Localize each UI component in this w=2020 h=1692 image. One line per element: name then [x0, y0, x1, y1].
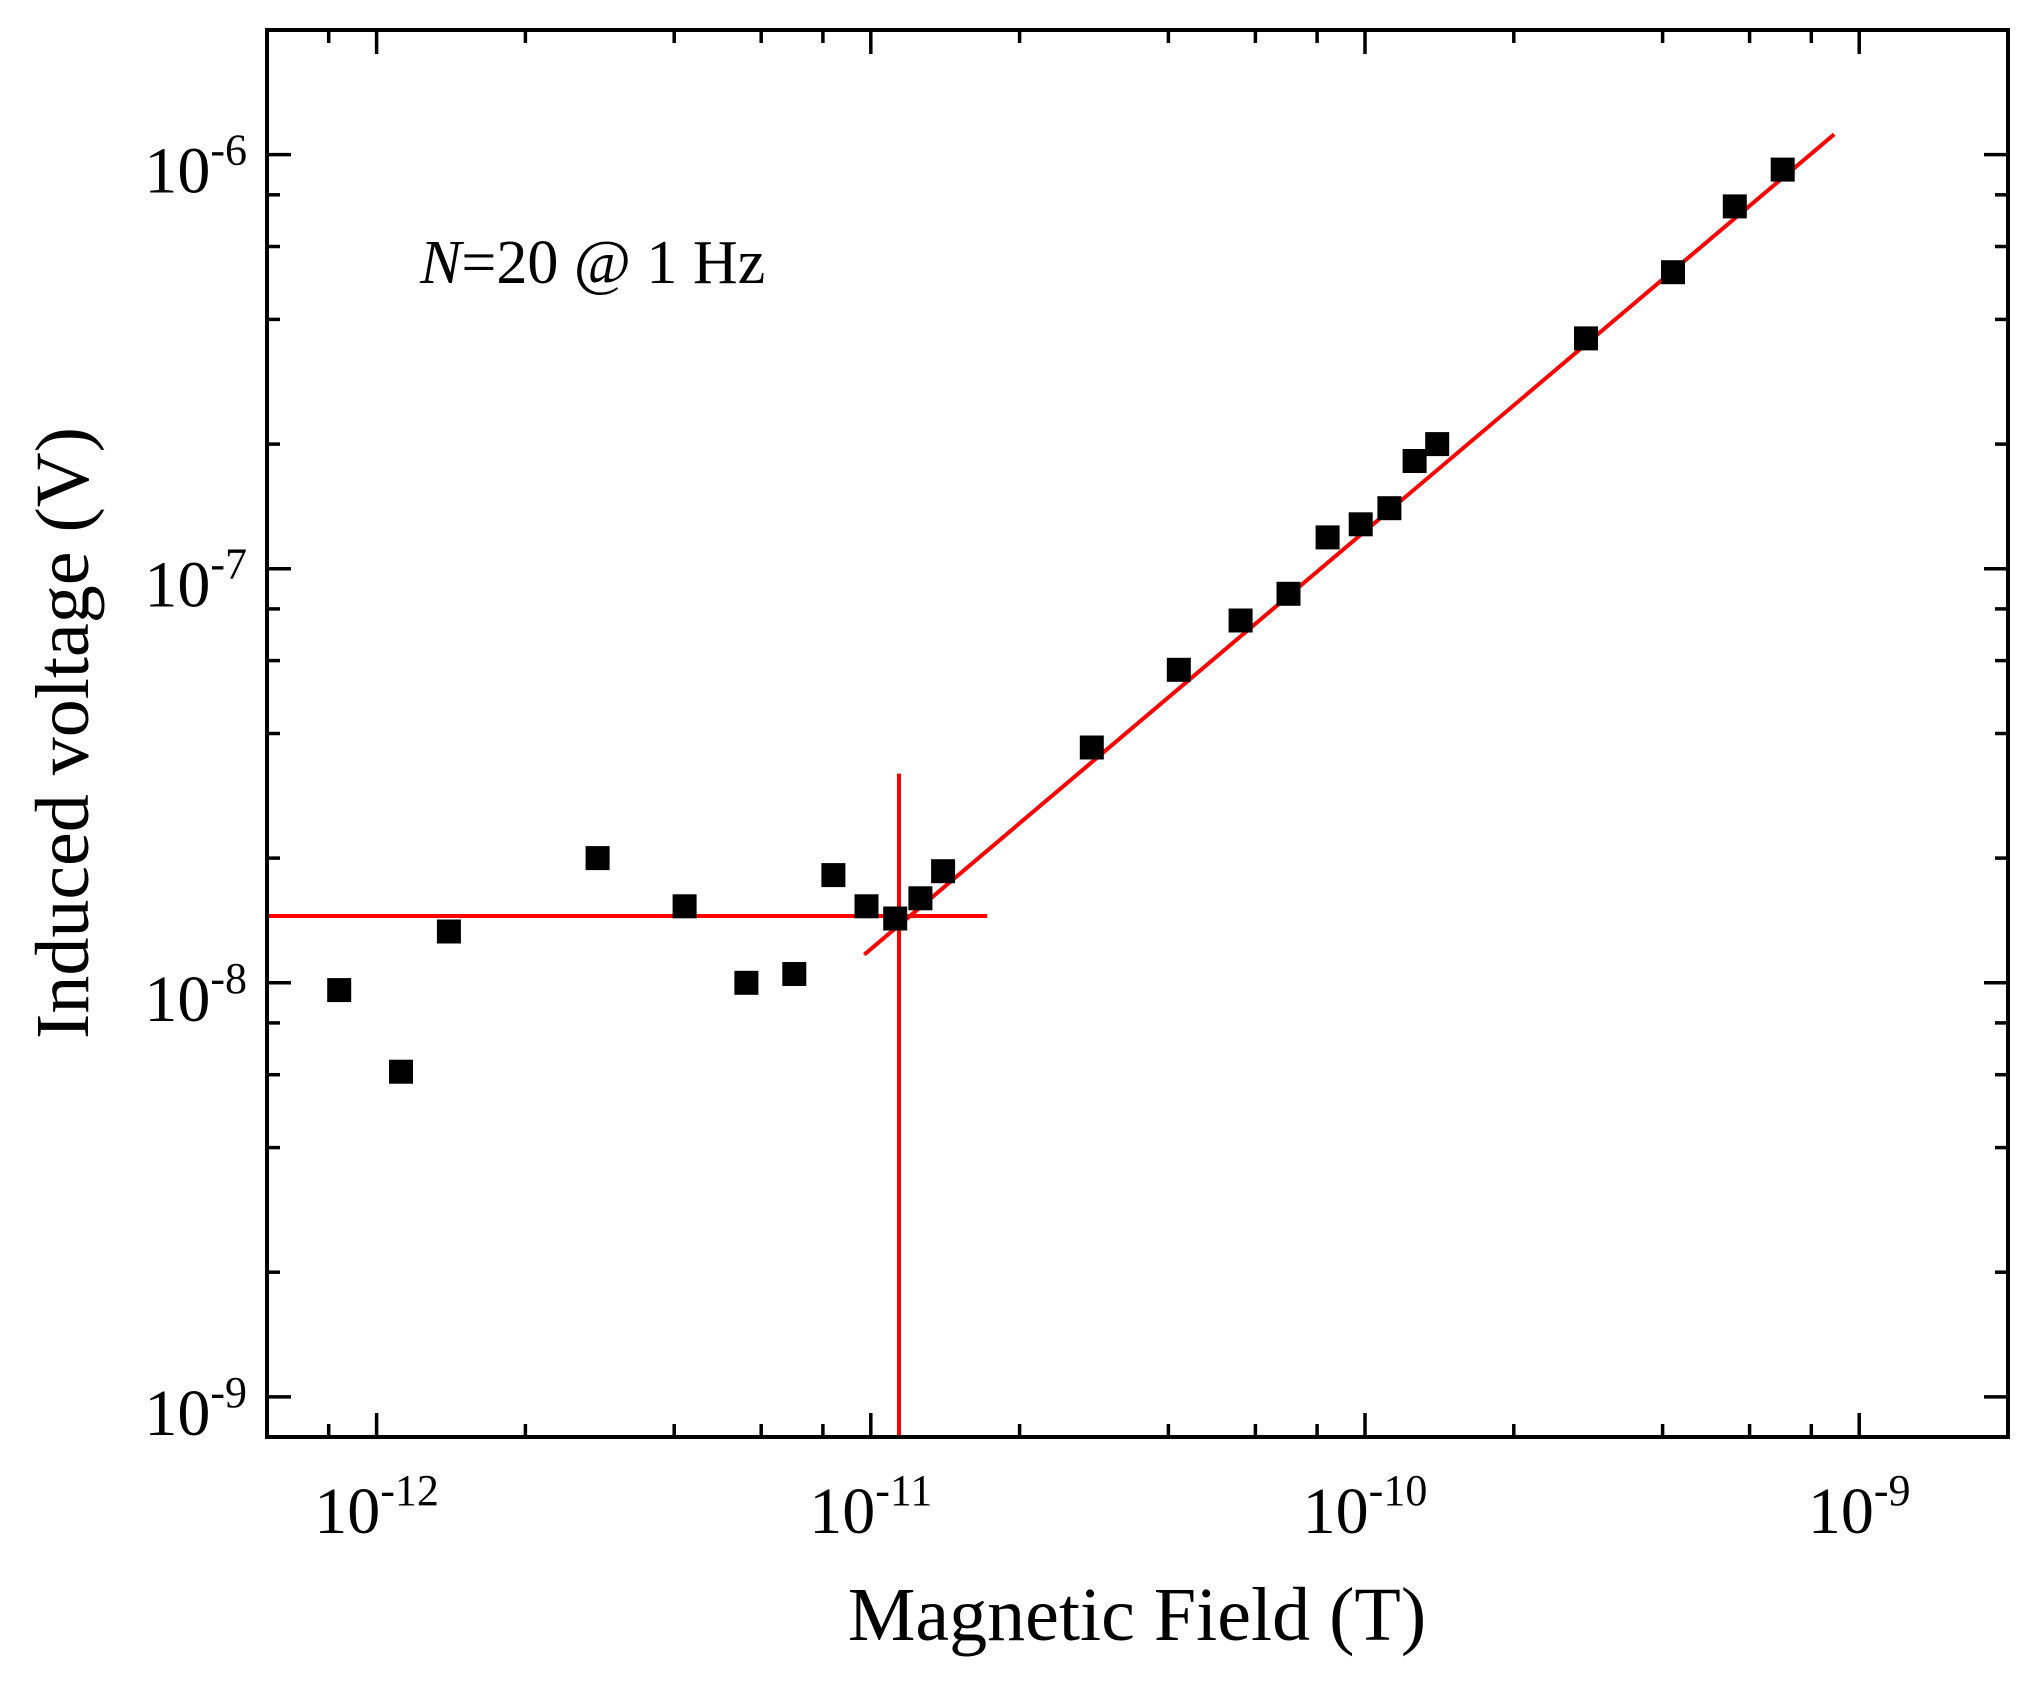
- data-points: [327, 157, 1795, 1084]
- data-point-24: [1722, 194, 1747, 219]
- data-point-2: [389, 1059, 413, 1084]
- data-point-12: [931, 859, 956, 884]
- y-tick-label: 10-8: [144, 954, 247, 1036]
- y-tick-label: 10-9: [144, 1368, 247, 1450]
- y-tick-label-base: 10: [144, 549, 210, 622]
- y-tick-label-base: 10: [144, 135, 210, 208]
- x-tick-label: 10-12: [314, 1466, 439, 1548]
- data-point-23: [1661, 260, 1685, 285]
- data-point-16: [1276, 581, 1301, 606]
- data-point-19: [1377, 496, 1402, 521]
- x-tick-label: 10-11: [809, 1466, 932, 1548]
- data-point-4: [585, 846, 610, 871]
- y-axis-title: Induced voltage (V): [21, 427, 105, 1039]
- tick-labels: 10-12 10-11 10-10 10-910-910-810-710-6: [144, 126, 1910, 1548]
- data-point-3: [436, 919, 461, 944]
- axis-ticks: [265, 28, 2010, 1439]
- x-axis-title: Magnetic Field (T): [848, 1573, 1426, 1657]
- data-point-7: [782, 962, 807, 986]
- annotation-label: N=20 @ 1 Hz: [419, 229, 765, 297]
- x-tick-label-base: 10: [1303, 1475, 1369, 1548]
- data-point-14: [1166, 657, 1191, 682]
- data-point-18: [1348, 512, 1373, 537]
- y-tick-label-base: 10: [144, 963, 210, 1036]
- x-tick-label-base: 10: [314, 1475, 380, 1548]
- annotation-var: N: [419, 229, 465, 297]
- x-tick-label-exponent: -10: [1369, 1466, 1428, 1515]
- data-point-1: [327, 978, 352, 1003]
- data-point-5: [672, 894, 697, 919]
- data-point-15: [1228, 608, 1253, 633]
- y-tick-label-exponent: -6: [210, 126, 247, 175]
- y-tick-label-exponent: -8: [210, 954, 247, 1003]
- x-tick-label-exponent: -9: [1874, 1466, 1911, 1515]
- y-tick-label-base: 10: [144, 1377, 210, 1450]
- y-tick-label: 10-7: [144, 540, 247, 622]
- y-tick-label-exponent: -7: [210, 540, 247, 589]
- y-tick-label: 10-6: [144, 126, 247, 208]
- data-point-6: [734, 970, 759, 995]
- data-point-25: [1770, 157, 1795, 182]
- data-point-21: [1425, 432, 1450, 457]
- data-point-9: [854, 894, 879, 919]
- data-point-17: [1315, 525, 1340, 550]
- x-tick-label: 10-10: [1303, 1466, 1428, 1548]
- annotation-rest: =20 @ 1 Hz: [461, 229, 765, 297]
- x-tick-label: 10-9: [1808, 1466, 1911, 1548]
- y-tick-label-exponent: -9: [210, 1368, 247, 1417]
- data-point-10: [883, 906, 908, 931]
- data-point-13: [1079, 735, 1104, 760]
- data-point-11: [908, 886, 933, 911]
- data-point-20: [1402, 449, 1427, 473]
- x-tick-label-exponent: -11: [875, 1466, 932, 1515]
- x-tick-label-base: 10: [809, 1475, 875, 1548]
- data-point-22: [1574, 326, 1598, 351]
- x-tick-label-base: 10: [1808, 1475, 1874, 1548]
- x-tick-label-exponent: -12: [380, 1466, 439, 1515]
- data-point-8: [821, 863, 846, 888]
